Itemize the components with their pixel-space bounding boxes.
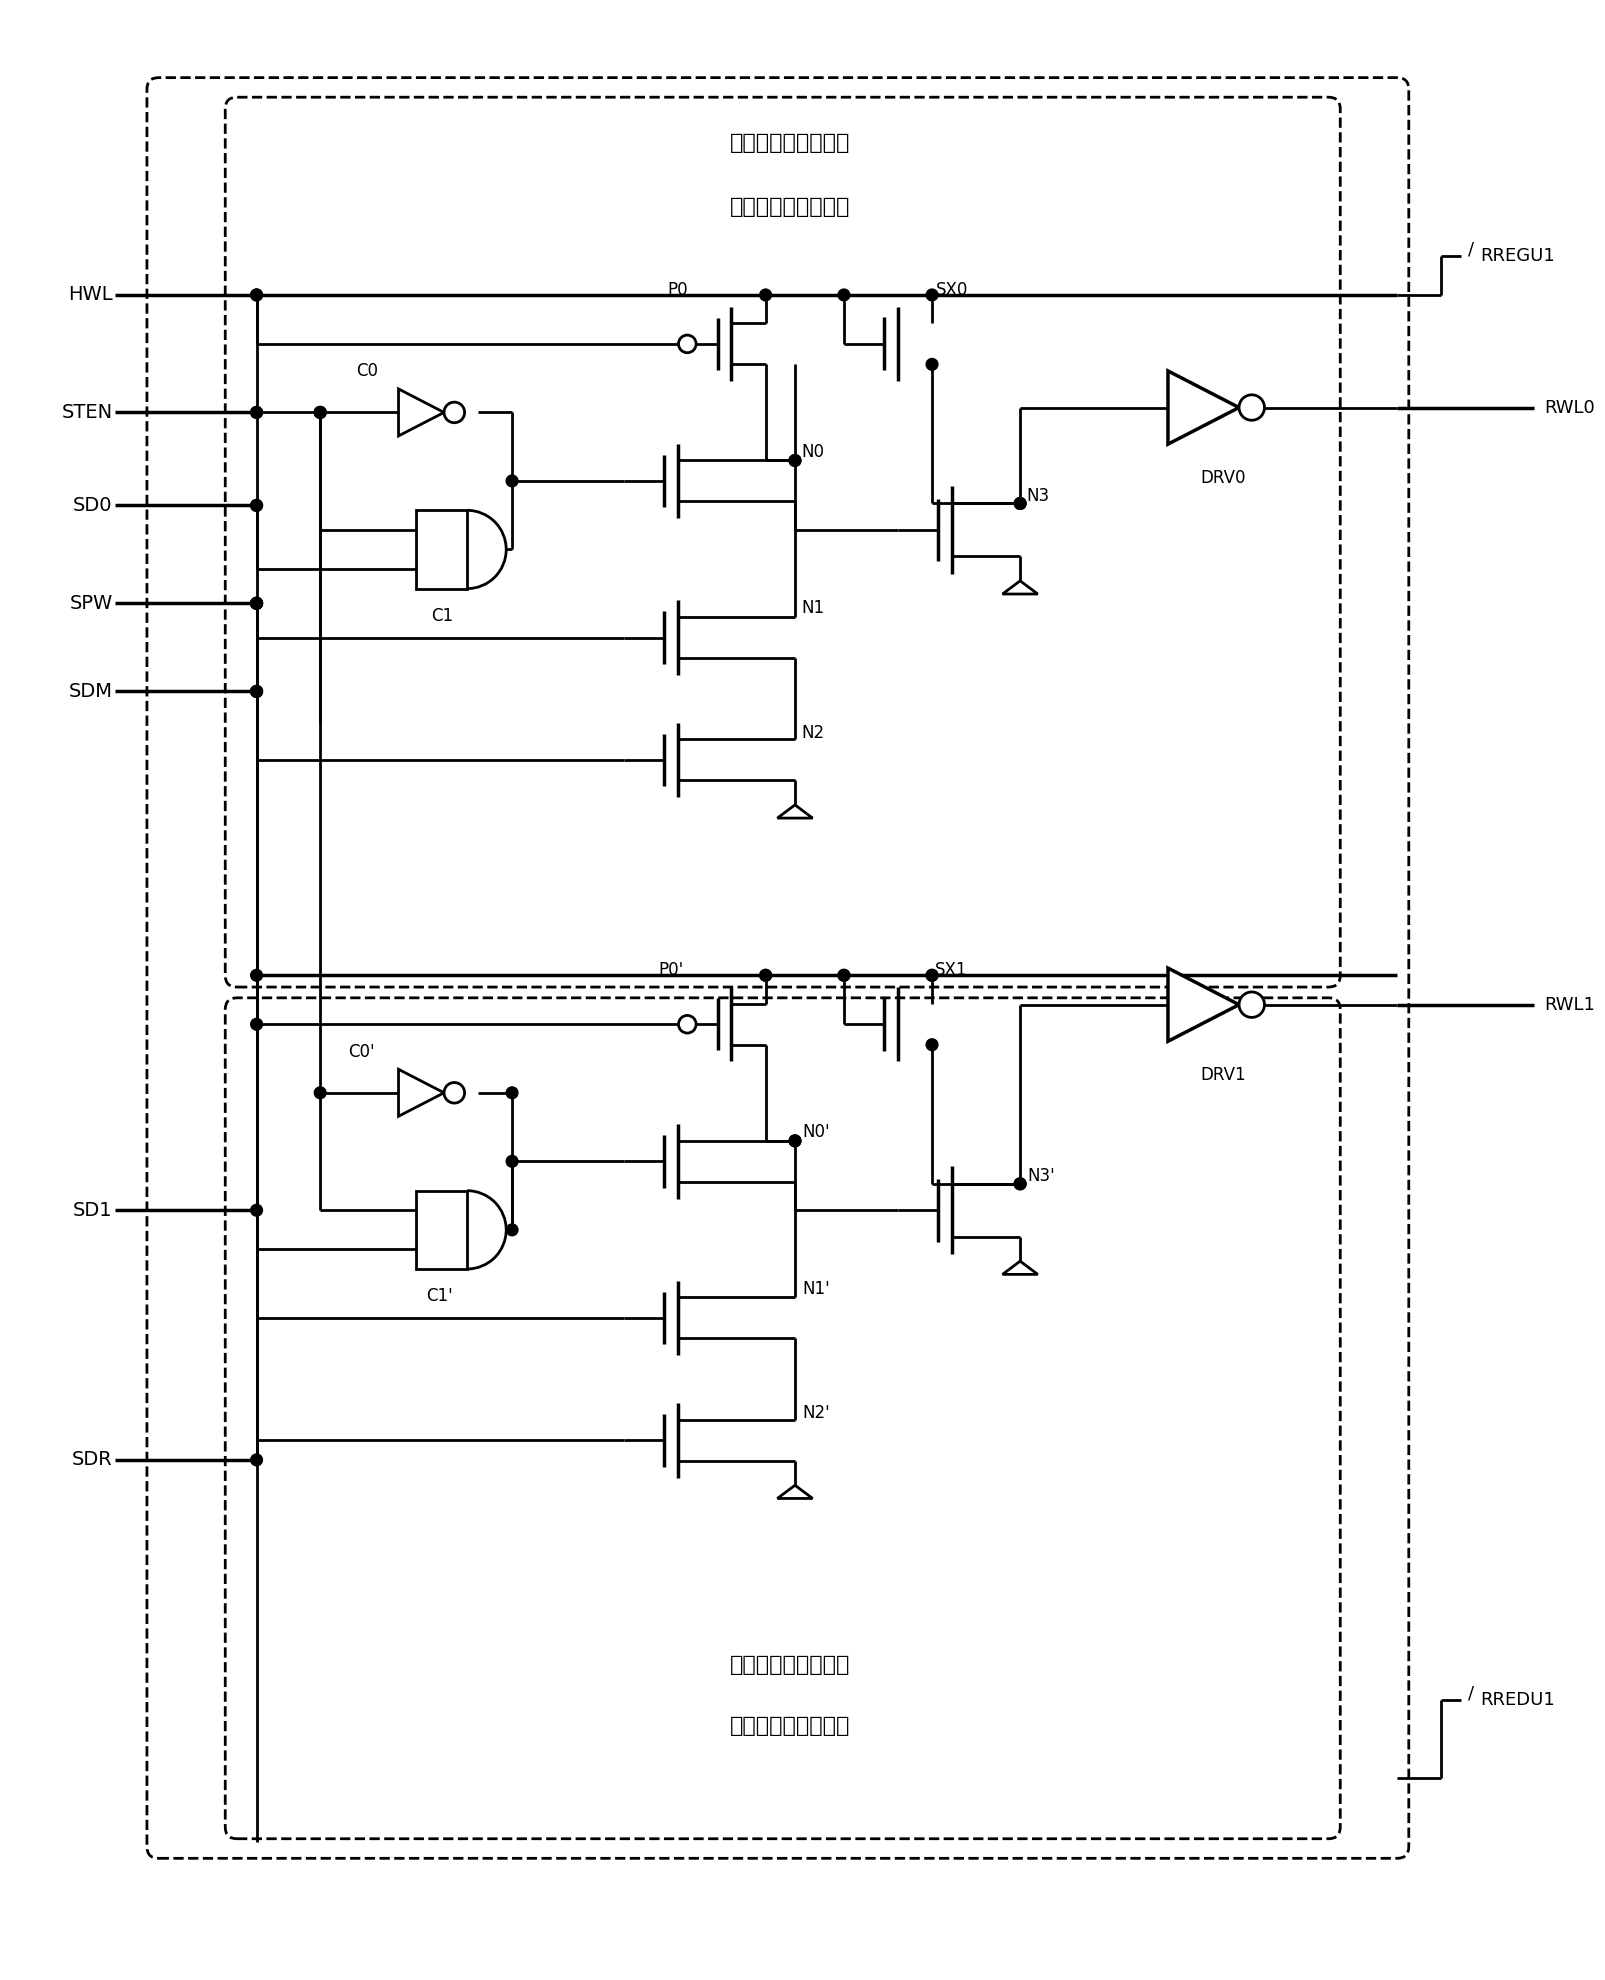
Circle shape	[250, 499, 263, 511]
Text: /: /	[1467, 1685, 1473, 1703]
Text: N0: N0	[801, 444, 823, 461]
Text: SX0: SX0	[936, 281, 968, 299]
Text: SDR: SDR	[72, 1451, 112, 1469]
Text: P0': P0'	[658, 962, 684, 980]
Circle shape	[445, 402, 464, 422]
Text: N0': N0'	[802, 1123, 830, 1140]
Circle shape	[759, 970, 772, 982]
Circle shape	[1239, 992, 1265, 1018]
Circle shape	[445, 1083, 464, 1103]
Bar	[416, 511, 467, 588]
Circle shape	[250, 289, 263, 301]
Text: SDM: SDM	[69, 681, 112, 701]
Circle shape	[250, 685, 263, 697]
Polygon shape	[1003, 580, 1038, 594]
Text: C1: C1	[432, 608, 454, 626]
Text: RREGU1: RREGU1	[1480, 248, 1555, 265]
Circle shape	[926, 1040, 937, 1051]
Circle shape	[506, 1224, 518, 1236]
Circle shape	[1239, 394, 1265, 420]
Text: RWL0: RWL0	[1544, 398, 1595, 416]
Text: N2: N2	[801, 723, 825, 742]
Polygon shape	[1168, 370, 1239, 444]
Circle shape	[790, 455, 801, 467]
Circle shape	[838, 970, 849, 982]
Circle shape	[838, 970, 849, 982]
Text: C0: C0	[356, 362, 379, 380]
Circle shape	[250, 499, 263, 511]
Polygon shape	[777, 806, 812, 818]
Text: HWL: HWL	[67, 285, 112, 305]
Polygon shape	[398, 1069, 445, 1117]
Circle shape	[679, 335, 697, 352]
Text: P0: P0	[668, 281, 689, 299]
Circle shape	[790, 1135, 801, 1146]
Circle shape	[1014, 497, 1026, 509]
Text: RWL1: RWL1	[1544, 996, 1595, 1014]
Circle shape	[250, 598, 263, 610]
Text: SPW: SPW	[69, 594, 112, 614]
Bar	[416, 1190, 467, 1269]
Text: /: /	[1467, 242, 1473, 259]
Circle shape	[250, 406, 263, 418]
Circle shape	[926, 289, 937, 301]
Circle shape	[679, 1016, 697, 1034]
Text: N1: N1	[801, 600, 825, 618]
Circle shape	[250, 598, 263, 610]
Circle shape	[315, 406, 326, 418]
Text: DRV0: DRV0	[1201, 469, 1245, 487]
Text: RREDU1: RREDU1	[1480, 1691, 1555, 1709]
Text: N2': N2'	[802, 1404, 830, 1422]
Circle shape	[926, 358, 937, 370]
Circle shape	[506, 1156, 518, 1166]
Circle shape	[1014, 497, 1026, 509]
Circle shape	[506, 1087, 518, 1099]
Circle shape	[250, 1018, 263, 1030]
Circle shape	[1014, 1178, 1026, 1190]
Circle shape	[838, 289, 849, 301]
Text: 用于选择正常字线的: 用于选择正常字线的	[730, 133, 851, 152]
Circle shape	[315, 1087, 326, 1099]
Text: SX1: SX1	[936, 962, 968, 980]
Circle shape	[926, 970, 937, 982]
Polygon shape	[777, 1485, 812, 1499]
Circle shape	[926, 970, 937, 982]
Circle shape	[506, 475, 518, 487]
Circle shape	[250, 685, 263, 697]
Polygon shape	[1003, 1261, 1038, 1275]
Circle shape	[250, 1204, 263, 1216]
Text: N3: N3	[1026, 487, 1050, 505]
Text: 参考字线的控制电路: 参考字线的控制电路	[730, 196, 851, 218]
Circle shape	[790, 1135, 801, 1146]
Circle shape	[759, 970, 772, 982]
Text: DRV1: DRV1	[1201, 1065, 1245, 1085]
Circle shape	[250, 598, 263, 610]
Polygon shape	[398, 388, 445, 436]
Text: 参考字线的控制电路: 参考字线的控制电路	[730, 1717, 851, 1736]
Circle shape	[1014, 1178, 1026, 1190]
Text: C1': C1'	[427, 1287, 453, 1305]
Circle shape	[790, 455, 801, 467]
Polygon shape	[1168, 968, 1239, 1041]
Text: N1': N1'	[802, 1279, 830, 1297]
Circle shape	[250, 1453, 263, 1465]
Text: N3': N3'	[1027, 1166, 1056, 1184]
Text: SD1: SD1	[74, 1200, 112, 1220]
Circle shape	[250, 685, 263, 697]
Circle shape	[250, 598, 263, 610]
Circle shape	[250, 289, 263, 301]
Circle shape	[250, 406, 263, 418]
Circle shape	[315, 406, 326, 418]
Text: 用于选择冗余字线的: 用于选择冗余字线的	[730, 1655, 851, 1675]
Text: SD0: SD0	[74, 495, 112, 515]
Circle shape	[759, 289, 772, 301]
Circle shape	[250, 970, 263, 982]
Text: STEN: STEN	[61, 402, 112, 422]
Text: C0': C0'	[348, 1043, 374, 1061]
Circle shape	[315, 406, 326, 418]
